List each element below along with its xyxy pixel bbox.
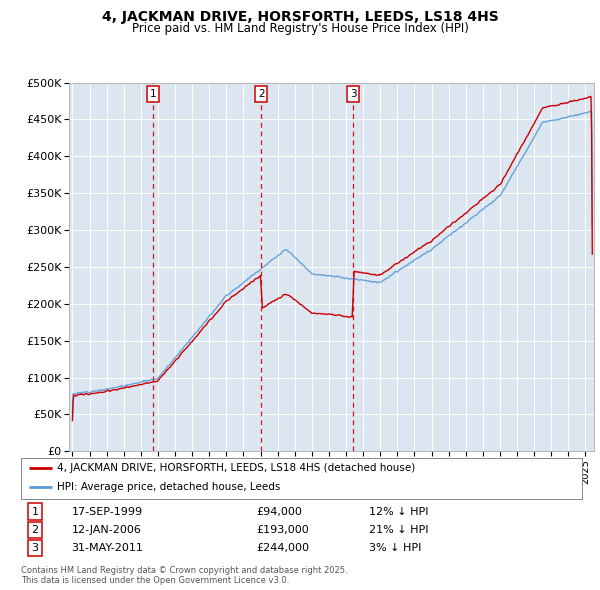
Text: 12% ↓ HPI: 12% ↓ HPI bbox=[369, 507, 428, 516]
Text: Contains HM Land Registry data © Crown copyright and database right 2025.
This d: Contains HM Land Registry data © Crown c… bbox=[21, 566, 347, 585]
Text: Price paid vs. HM Land Registry's House Price Index (HPI): Price paid vs. HM Land Registry's House … bbox=[131, 22, 469, 35]
Text: 12-JAN-2006: 12-JAN-2006 bbox=[71, 525, 142, 535]
Text: 4, JACKMAN DRIVE, HORSFORTH, LEEDS, LS18 4HS: 4, JACKMAN DRIVE, HORSFORTH, LEEDS, LS18… bbox=[101, 9, 499, 24]
Text: 21% ↓ HPI: 21% ↓ HPI bbox=[369, 525, 428, 535]
Text: 3: 3 bbox=[350, 90, 356, 99]
Text: 2: 2 bbox=[31, 525, 38, 535]
Text: £244,000: £244,000 bbox=[257, 543, 310, 553]
Text: 17-SEP-1999: 17-SEP-1999 bbox=[71, 507, 143, 516]
Text: 31-MAY-2011: 31-MAY-2011 bbox=[71, 543, 143, 553]
Text: 2: 2 bbox=[258, 90, 265, 99]
Text: 3: 3 bbox=[32, 543, 38, 553]
Text: 4, JACKMAN DRIVE, HORSFORTH, LEEDS, LS18 4HS (detached house): 4, JACKMAN DRIVE, HORSFORTH, LEEDS, LS18… bbox=[58, 464, 416, 473]
Text: 3% ↓ HPI: 3% ↓ HPI bbox=[369, 543, 421, 553]
Text: 1: 1 bbox=[32, 507, 38, 516]
Text: HPI: Average price, detached house, Leeds: HPI: Average price, detached house, Leed… bbox=[58, 482, 281, 492]
Text: £94,000: £94,000 bbox=[257, 507, 302, 516]
Text: £193,000: £193,000 bbox=[257, 525, 310, 535]
Text: 1: 1 bbox=[149, 90, 156, 99]
